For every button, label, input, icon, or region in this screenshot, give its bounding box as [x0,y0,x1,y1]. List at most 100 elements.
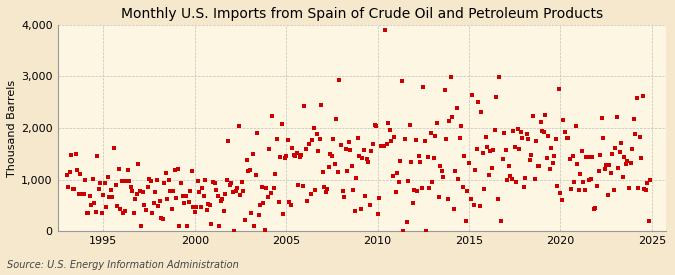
Point [346,164,357,169]
Point [287,146,298,150]
Point [84,194,95,198]
Point [325,152,335,156]
Point [433,195,444,199]
Point [624,186,634,190]
Point [395,159,406,163]
Point [538,130,549,134]
Point [377,143,387,148]
Point [362,156,373,161]
Point [68,187,78,192]
Point [296,153,307,157]
Point [446,75,456,79]
Point [203,201,214,206]
Point [182,224,192,228]
Point [290,154,300,159]
Point [511,180,522,185]
Point [241,158,252,163]
Point [156,215,167,220]
Point [148,201,159,205]
Point [335,142,346,147]
Point [427,180,438,185]
Point [157,217,168,221]
Point [121,179,132,183]
Point [578,179,589,184]
Point [284,200,294,205]
Point [229,229,240,233]
Point [277,212,288,216]
Point [407,201,418,205]
Point [177,194,188,198]
Point [105,188,116,193]
Point [86,202,97,207]
Point [133,162,144,166]
Point [220,192,231,196]
Point [557,197,568,202]
Point [69,187,80,192]
Point [306,138,317,142]
Point [625,161,636,166]
Point [87,177,98,181]
Point [442,197,453,202]
Point [119,209,130,213]
Point [475,204,485,208]
Point [293,183,304,187]
Point [462,189,473,193]
Point [161,171,171,175]
Point [350,209,360,213]
Point [643,219,654,223]
Point [637,94,648,98]
Point [479,187,489,191]
Point [642,180,653,185]
Point [406,160,416,164]
Point [329,161,340,166]
Point [197,186,208,191]
Point [286,203,296,207]
Point [110,183,121,187]
Point [230,188,241,193]
Point [256,185,267,189]
Point [70,152,81,156]
Point [464,161,475,165]
Point [269,186,279,191]
Point [145,179,156,183]
Point [95,181,106,186]
Point [541,156,552,161]
Point [421,229,432,233]
Point [200,178,211,182]
Point [487,166,497,170]
Point [555,191,566,195]
Point [488,147,499,152]
Point [167,207,178,211]
Point [288,153,299,157]
Point [613,165,624,170]
Point [273,200,284,204]
Text: Source: U.S. Energy Information Administration: Source: U.S. Energy Information Administ… [7,260,238,270]
Point [389,134,400,139]
Point [419,139,430,144]
Point [482,144,493,149]
Point [302,199,313,203]
Point [384,128,395,132]
Point [263,195,273,199]
Point [174,224,185,228]
Point [198,194,209,198]
Point [196,205,207,210]
Point [78,192,89,196]
Point [551,137,562,141]
Point [351,176,362,180]
Point [368,142,379,146]
Point [267,114,278,118]
Point [540,113,551,117]
Point [322,187,333,192]
Point [72,167,83,172]
Point [348,188,358,192]
Point [529,177,540,181]
Point [510,145,520,149]
Point [194,189,205,194]
Point [437,175,448,180]
Point [619,155,630,160]
Point [630,132,641,137]
Point [138,190,148,194]
Point [128,211,139,215]
Point [66,153,77,157]
